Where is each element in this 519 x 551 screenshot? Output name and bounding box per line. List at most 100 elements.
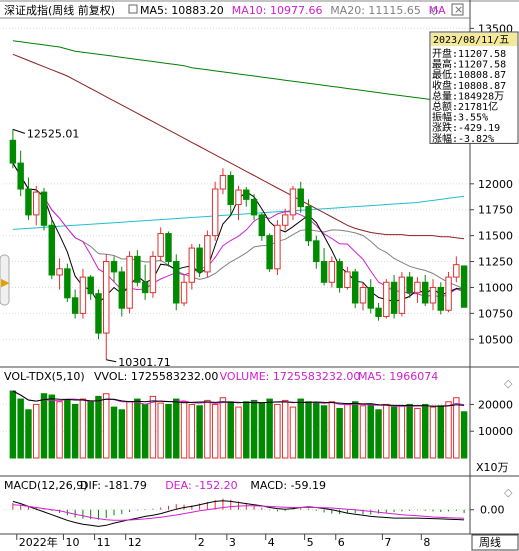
info-value: 184928万	[458, 91, 504, 102]
legend-close-icon	[451, 3, 464, 16]
candle-body-up	[328, 261, 336, 283]
volume-bar-down	[313, 402, 320, 459]
info-label: 总额:	[432, 100, 458, 113]
info-label: 开盘:	[432, 47, 458, 60]
candle-body-down	[118, 271, 126, 309]
left-handle-arrow: ▶	[1, 276, 10, 289]
volume-bar-down	[9, 390, 17, 459]
info-date: 2023/08/11/五	[433, 35, 509, 46]
volume-bar-down	[250, 399, 258, 459]
x-tick-label: 8	[423, 536, 430, 549]
volume-bar-down	[243, 401, 250, 459]
volume-bar-down	[95, 395, 102, 459]
candle-body-up	[398, 276, 406, 314]
high-annotation: 12525.01	[27, 127, 80, 140]
legend-swatch	[128, 4, 138, 14]
candle-body-down	[71, 297, 79, 314]
candle-body-up	[79, 276, 87, 314]
volume-bar-down	[406, 403, 413, 459]
candle-body-down	[64, 268, 71, 299]
volume-bar-down	[71, 403, 79, 459]
ma60-line	[12, 53, 465, 240]
ma120-line	[12, 40, 465, 106]
volume-legend-item: MA5: 1966074	[358, 370, 438, 383]
volume-bar-up	[157, 402, 164, 459]
candle-body-down	[258, 214, 266, 237]
volume-bar-down	[305, 401, 312, 459]
chart-title: 深证成指(周线 前复权)	[4, 3, 115, 17]
x-tick-label: 2022年	[19, 535, 58, 549]
volume-bar-up	[180, 401, 188, 459]
volume-bar-up	[453, 397, 460, 459]
volume-bar-down	[421, 403, 429, 459]
candle-body-down	[87, 276, 94, 295]
volume-bar-down	[173, 398, 180, 459]
candle-body-down	[40, 191, 48, 226]
info-value: 10808.87	[458, 81, 506, 92]
candle-body-up	[281, 214, 289, 226]
candle-body-up	[157, 233, 164, 257]
period-label-box	[471, 534, 519, 551]
candle-body-down	[9, 139, 17, 164]
candle-body-down	[351, 271, 359, 304]
dif-line	[12, 500, 465, 527]
period-label: 周线	[479, 535, 501, 549]
macd-tick-label: 0.00	[480, 504, 505, 517]
volume-bar-up	[289, 406, 297, 459]
volume-bar-down	[165, 403, 172, 459]
candle-body-up	[453, 264, 460, 278]
candle-body-down	[313, 240, 320, 263]
price-tick-label: 12000	[478, 178, 513, 191]
legend-close-glyph: ×	[454, 3, 463, 16]
info-date-bg	[431, 33, 517, 46]
info-label: 收盘:	[432, 79, 458, 92]
volume-bar-up	[445, 401, 452, 459]
candle-body-up	[204, 235, 211, 273]
candle-body-up	[103, 261, 110, 334]
info-label: 最低:	[432, 68, 458, 81]
x-tick-label: 11	[97, 536, 111, 549]
volume-unit: X10万	[476, 461, 509, 474]
legend-diamond-icon: ◇	[430, 4, 439, 17]
volume-bar-down	[266, 398, 273, 459]
candle-body-down	[141, 281, 149, 294]
candle-body-down	[243, 189, 250, 200]
candle-body-up	[344, 271, 351, 288]
volume-bar-down	[375, 409, 382, 459]
info-value: 3.55%	[458, 113, 488, 124]
ma-legend-item: MA5: 10883.20	[140, 4, 224, 17]
candle-body-down	[17, 162, 24, 190]
volume-bar-down	[297, 398, 304, 459]
volume-bar-up	[281, 399, 289, 459]
volume-tick-label: 20000	[478, 398, 513, 411]
volume-bar-up	[211, 403, 219, 459]
info-label: 涨幅:	[432, 132, 458, 145]
volume-bar-up	[429, 406, 437, 459]
macd-legend-item: MACD: -59.19	[250, 479, 326, 492]
dea-line	[12, 504, 465, 521]
info-label: 最高:	[432, 58, 458, 71]
candle-body-up	[274, 224, 281, 270]
candle-body-down	[367, 286, 374, 309]
volume-bar-down	[367, 403, 374, 459]
candle-body-down	[305, 206, 312, 242]
candle-body-down	[250, 198, 258, 216]
candle-body-down	[165, 233, 172, 263]
volume-bar-up	[414, 407, 421, 459]
volume-bar-up	[274, 403, 281, 459]
info-value: 10808.87	[458, 70, 506, 81]
macd-legend-item: DIF: -181.79	[80, 479, 147, 492]
x-tick-label: 6	[338, 536, 345, 549]
macd-panel-diamond-icon: ◇	[504, 486, 513, 499]
volume-bar-down	[40, 393, 48, 459]
volume-bar-down	[64, 399, 71, 459]
candle-body-down	[336, 261, 343, 288]
candle-body-down	[196, 247, 203, 273]
info-label: 总量:	[432, 89, 458, 102]
volume-bar-down	[134, 398, 141, 459]
volume-bar-up	[235, 406, 242, 459]
candle-body-down	[375, 307, 382, 317]
volume-bar-up	[383, 403, 390, 459]
candle-body-up	[445, 276, 452, 311]
